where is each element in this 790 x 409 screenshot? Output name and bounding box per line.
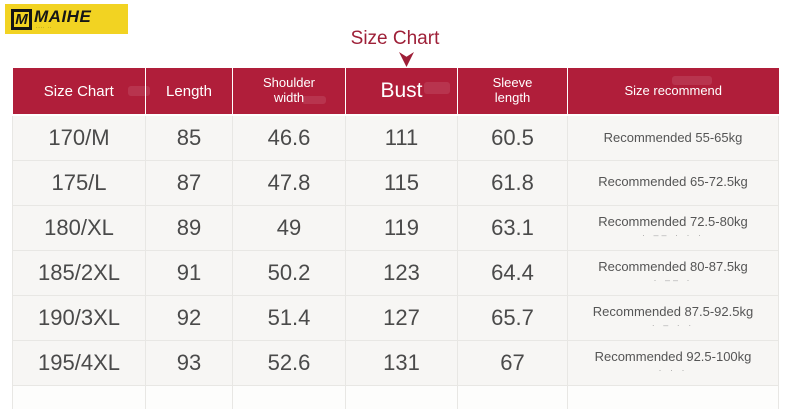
table-cell: 195/4XL <box>12 339 146 386</box>
table-cell: 170/M <box>12 114 146 161</box>
table-cell: 111 <box>345 114 458 161</box>
recommend-cell: Recommended 65-72.5kg <box>567 159 779 206</box>
erased-mark <box>128 86 150 96</box>
table-cell: 131 <box>345 339 458 386</box>
erased-text-remnant: · – · · <box>651 320 695 331</box>
table-cell: 51.4 <box>232 294 346 341</box>
table-row: 195/4XL 93 52.6 131 67 Recommended 92.5-100kg… <box>12 339 779 386</box>
table-row: 180/XL 89 49 119 63.1 Recommended 72.5-80kg · … <box>12 204 779 251</box>
recommend-text: Recommended 92.5-100kg <box>594 348 752 364</box>
recommend-text: Recommended 72.5-80kg <box>598 213 748 229</box>
table-cell: 87 <box>145 159 233 206</box>
table-row: 185/2XL 91 50.2 123 64.4 Recommended 80-87.5k… <box>12 249 779 296</box>
table-cell: 93 <box>145 339 233 386</box>
size-chart-table: Size Chart Length Shoulder width Bust Sl… <box>12 68 779 409</box>
header-shoulder-width: Shoulder width <box>232 68 346 116</box>
table-cell: 185/2XL <box>12 249 146 296</box>
table-cell: 60.5 <box>457 114 568 161</box>
table-cell: 64.4 <box>457 249 568 296</box>
recommend-text: Recommended 55-65kg <box>603 129 743 145</box>
arrow-down-icon <box>399 52 414 67</box>
table-cell: 123 <box>345 249 458 296</box>
table-cell: 119 <box>345 204 458 251</box>
table-cell: 52.6 <box>232 339 346 386</box>
table-cell: 92 <box>145 294 233 341</box>
table-cell: 46.6 <box>232 114 346 161</box>
page-title: Size Chart <box>350 28 440 49</box>
recommend-cell: Recommended 92.5-100kg · · · <box>567 339 779 386</box>
recommend-cell: Recommended 72.5-80kg · –– · · · <box>567 204 779 251</box>
header-bust: Bust <box>345 68 458 116</box>
size-table-body: 170/M 85 46.6 111 60.5 Recommended 55-65kg 175… <box>12 114 779 409</box>
brand-name: MAIHE <box>34 7 92 26</box>
table-cell: 127 <box>345 294 458 341</box>
recommend-cell: Recommended 55-65kg <box>567 114 779 161</box>
recommend-cell: Recommended 80-87.5kg · –– · <box>567 249 779 296</box>
table-header: Size Chart Length Shoulder width Bust Sl… <box>12 68 779 116</box>
table-cell: 175/L <box>12 159 146 206</box>
table-row: 190/3XL 92 51.4 127 65.7 Recommended 87.5-92.… <box>12 294 779 341</box>
empty-cell <box>567 384 779 409</box>
empty-cell <box>457 384 568 409</box>
recommend-text: Recommended 87.5-92.5kg <box>592 303 754 319</box>
table-cell: 63.1 <box>457 204 568 251</box>
recommend-text: Recommended 65-72.5kg <box>598 174 748 190</box>
table-cell: 49 <box>232 204 346 251</box>
table-cell: 65.7 <box>457 294 568 341</box>
table-row: 170/M 85 46.6 111 60.5 Recommended 55-65kg <box>12 114 779 161</box>
erased-mark <box>424 82 450 94</box>
erased-mark <box>302 96 326 104</box>
header-length: Length <box>145 68 233 116</box>
table-cell: 115 <box>345 159 458 206</box>
table-row: 175/L 87 47.8 115 61.8 Recommended 65-72.5kg <box>12 159 779 206</box>
empty-cell <box>232 384 346 409</box>
table-cell: 47.8 <box>232 159 346 206</box>
table-cell: 180/XL <box>12 204 146 251</box>
table-cell: 89 <box>145 204 233 251</box>
empty-cell <box>12 384 146 409</box>
brand-logo: M MAIHE ···· ·· <box>5 4 128 34</box>
erased-mark <box>672 76 712 85</box>
erased-text-remnant: · –– · · · <box>641 230 704 241</box>
header-sleeve-length: Sleeve length <box>457 68 568 116</box>
header-size-chart: Size Chart <box>12 68 146 116</box>
erased-text-remnant: · –– · <box>653 275 693 286</box>
empty-cell <box>345 384 458 409</box>
table-cell: 50.2 <box>232 249 346 296</box>
brand-tagline-marks: ···· ·· <box>36 25 53 30</box>
table-cell: 67 <box>457 339 568 386</box>
table-cell: 61.8 <box>457 159 568 206</box>
table-cell: 91 <box>145 249 233 296</box>
table-cell: 190/3XL <box>12 294 146 341</box>
recommend-text: Recommended 80-87.5kg <box>598 258 748 274</box>
table-cell: 85 <box>145 114 233 161</box>
empty-cell <box>145 384 233 409</box>
header-size-recommend: Size recommend <box>567 68 779 116</box>
erased-text-remnant: · · · <box>658 365 688 376</box>
logo-m-icon: M <box>11 8 32 30</box>
empty-partial-row <box>12 384 779 409</box>
recommend-cell: Recommended 87.5-92.5kg · – · · <box>567 294 779 341</box>
